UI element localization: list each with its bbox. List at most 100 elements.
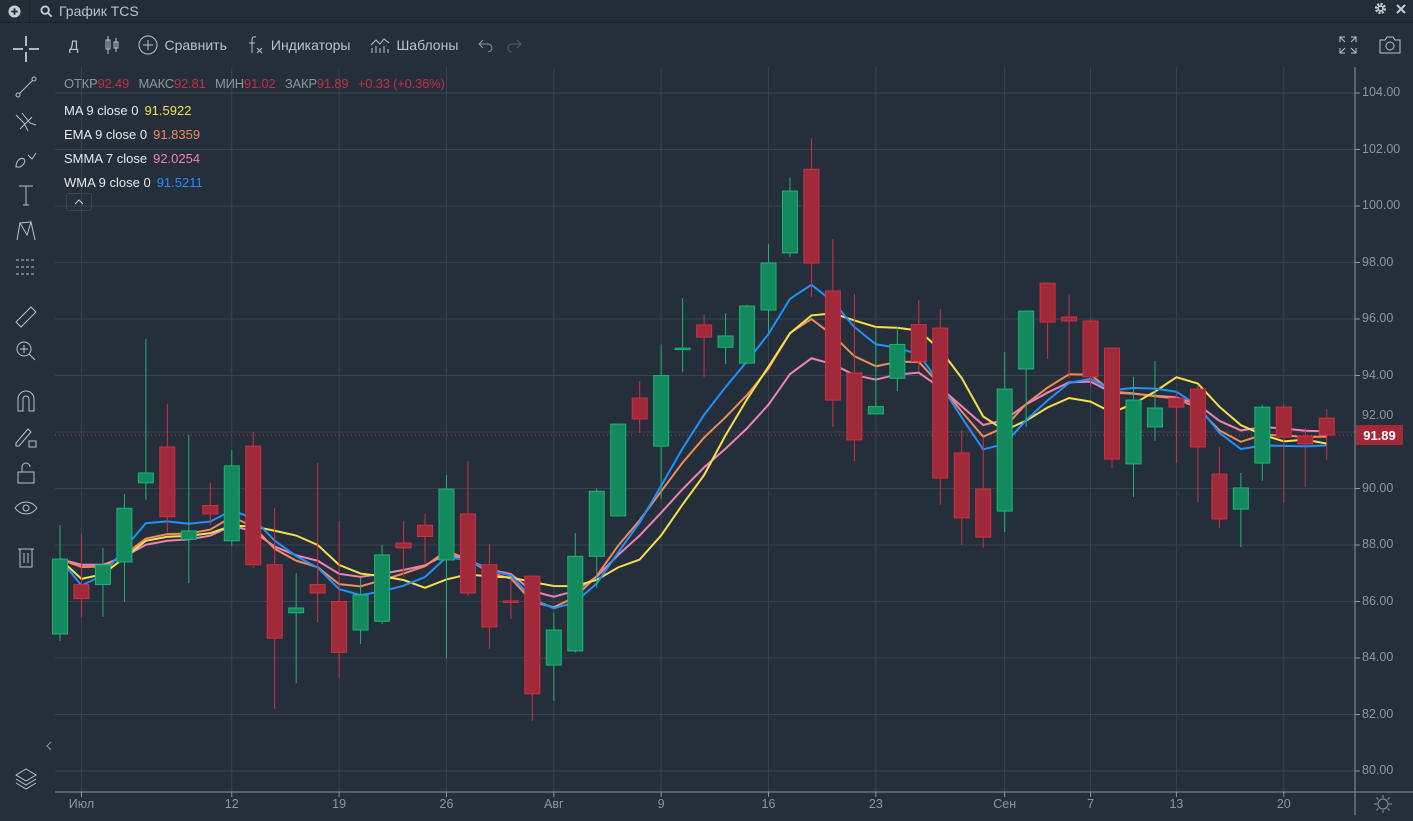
change-value: +0.33 (+0.36%): [357, 76, 445, 91]
candle-down: [1318, 417, 1335, 436]
open-label: ОТКР: [64, 76, 98, 91]
candle-up: [1125, 399, 1142, 465]
x-tick-label: 9: [657, 797, 665, 811]
indicator-wma[interactable]: WMA 9 close 0 91.5211: [64, 171, 451, 195]
indicator-ma[interactable]: MA 9 close 0 91.5922: [64, 99, 451, 123]
delete-drawings-tool[interactable]: [12, 543, 40, 571]
open-value: 92.49: [97, 76, 130, 91]
unlock-tool[interactable]: [12, 459, 40, 487]
x-tick-label: 19: [332, 797, 347, 811]
brush-tool[interactable]: [12, 145, 40, 173]
camera-icon: [1379, 36, 1401, 54]
candle-down: [416, 524, 433, 538]
y-tick-label: 96.00: [1362, 311, 1394, 325]
candle-down: [1082, 320, 1099, 378]
candle-down: [331, 601, 348, 653]
ohlc-readout: ОТКР92.49 МАКС92.81 МИН91.02 ЗАКР91.89 +…: [64, 76, 451, 91]
chart-type-button[interactable]: [104, 35, 120, 55]
candle-down: [1189, 388, 1206, 448]
candle-up: [137, 472, 154, 484]
indicators-button[interactable]: Индикаторы: [247, 35, 351, 55]
templates-button[interactable]: Шаблоны: [370, 36, 458, 54]
redo-button[interactable]: [506, 38, 523, 52]
candle-up: [781, 190, 798, 254]
add-chart-button[interactable]: [0, 0, 30, 23]
indicator-name: EMA 9 close 0: [64, 127, 148, 142]
y-tick-label: 88.00: [1362, 537, 1394, 551]
indicator-ema[interactable]: EMA 9 close 0 91.8359: [64, 123, 451, 147]
pitchfork-tool[interactable]: [12, 109, 40, 137]
chevron-left-icon: [46, 741, 52, 751]
undo-button[interactable]: [478, 38, 494, 52]
indicator-name: WMA 9 close 0: [64, 175, 151, 190]
visibility-tool[interactable]: [12, 495, 40, 523]
candle-up: [739, 305, 756, 364]
candle-up: [1254, 406, 1271, 464]
ruler-tool[interactable]: [12, 303, 40, 331]
chart-settings-button[interactable]: [1374, 795, 1392, 818]
sun-settings-icon: [1374, 795, 1392, 813]
lock-drawings-tool[interactable]: [12, 423, 40, 451]
indicators-label: Индикаторы: [270, 37, 351, 53]
candle-down: [631, 397, 648, 420]
low-label: МИН: [214, 76, 244, 91]
candle-up: [1232, 487, 1249, 510]
collapse-legend-button[interactable]: [66, 193, 92, 211]
x-tick-label: Сен: [993, 797, 1017, 811]
interval-button[interactable]: Д: [69, 37, 78, 53]
crosshair-tool[interactable]: [12, 35, 40, 63]
candle-up: [352, 594, 369, 631]
fullscreen-button[interactable]: [1339, 36, 1357, 57]
high-label: МАКС: [138, 76, 174, 91]
x-tick-label: 12: [224, 797, 239, 811]
candle-down: [953, 452, 970, 519]
candle-down: [1104, 347, 1121, 460]
x-tick-label: 26: [439, 797, 454, 811]
x-tick-label: 16: [761, 797, 776, 811]
symbol-search[interactable]: График TCS: [30, 3, 139, 19]
candle-down: [266, 564, 283, 639]
indicator-smma[interactable]: SMMA 7 close 92.0254: [64, 147, 451, 171]
fib-tool[interactable]: [12, 253, 40, 281]
trendline-icon: [15, 76, 37, 98]
chevron-up-icon: [74, 199, 84, 205]
trendline-tool[interactable]: [12, 73, 40, 101]
chart-legend: ОТКР92.49 МАКС92.81 МИН91.02 ЗАКР91.89 +…: [64, 76, 451, 195]
candle-up: [996, 388, 1013, 512]
object-tree-button[interactable]: [12, 765, 40, 793]
candle-down: [459, 513, 476, 594]
collapse-toolbar-button[interactable]: [46, 738, 52, 756]
candle-up: [94, 564, 111, 586]
candle-up: [180, 530, 197, 540]
x-tick-label: 13: [1169, 797, 1184, 811]
candle-down: [846, 372, 863, 441]
y-tick-label: 90.00: [1362, 480, 1394, 495]
zoom-in-icon: [16, 341, 36, 361]
text-icon: [19, 185, 33, 206]
pattern-tool[interactable]: [12, 217, 40, 245]
close-icon[interactable]: [1395, 3, 1407, 15]
gear-icon[interactable]: [1374, 2, 1387, 15]
candle-down: [481, 564, 498, 628]
candle-down: [910, 324, 927, 362]
candle-down: [159, 446, 176, 518]
zoom-in-tool[interactable]: [12, 337, 40, 365]
interval-label: Д: [69, 37, 79, 53]
candle-up: [374, 554, 391, 622]
trash-icon: [18, 548, 34, 568]
candle-down: [502, 600, 519, 603]
x-tick-label: 20: [1276, 797, 1291, 811]
last-price-badge: 91.89: [1356, 425, 1403, 445]
templates-label: Шаблоны: [396, 37, 459, 53]
candle-up: [1018, 310, 1035, 370]
chart-toolbar: Д Сравнить Индикаторы Шаблоны: [55, 23, 1413, 67]
magnet-tool[interactable]: [12, 387, 40, 415]
candle-down: [1297, 435, 1314, 445]
y-tick-label: 94.00: [1362, 367, 1394, 382]
candle-down: [1039, 282, 1056, 323]
screenshot-button[interactable]: [1379, 36, 1401, 57]
compare-button[interactable]: Сравнить: [138, 35, 227, 55]
y-tick-label: 98.00: [1362, 254, 1394, 269]
text-tool[interactable]: [12, 181, 40, 209]
